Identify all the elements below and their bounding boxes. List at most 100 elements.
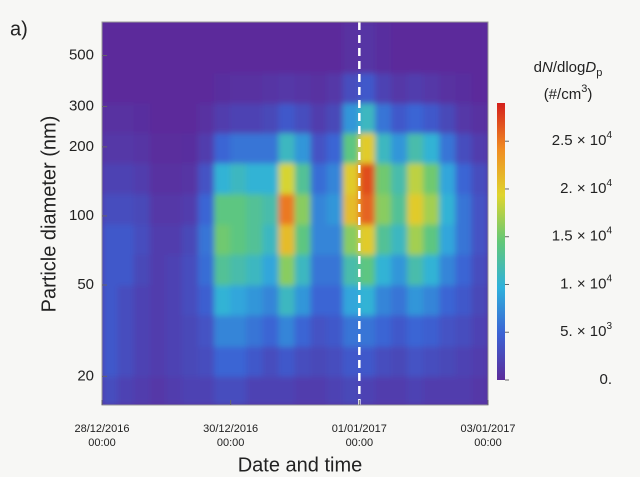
heatmap-cell bbox=[165, 193, 183, 225]
heatmap-cell bbox=[374, 223, 392, 255]
heatmap-cell bbox=[246, 72, 264, 104]
x-tick-label: 28/12/2016 00:00 bbox=[74, 423, 129, 449]
heatmap-cell bbox=[198, 253, 216, 286]
heatmap-cell bbox=[310, 314, 328, 347]
heatmap-cell bbox=[391, 193, 409, 225]
colorbar-tick-exponent: 3 bbox=[606, 321, 612, 332]
heatmap-cell bbox=[262, 223, 280, 255]
heatmap-cell bbox=[358, 132, 376, 164]
heatmap-cell bbox=[102, 193, 119, 225]
heatmap-cell bbox=[391, 72, 409, 104]
heatmap-cell bbox=[198, 193, 216, 225]
heatmap-cell bbox=[262, 253, 280, 286]
heatmap-cell bbox=[423, 162, 441, 195]
heatmap-cell bbox=[149, 22, 167, 74]
heatmap-cell bbox=[230, 193, 248, 225]
heatmap-cell bbox=[278, 223, 296, 255]
heatmap-cell bbox=[149, 253, 167, 286]
heatmap-cell bbox=[198, 162, 216, 195]
heatmap-cell bbox=[342, 314, 360, 347]
heatmap-cell bbox=[358, 314, 376, 347]
heatmap-cell bbox=[181, 375, 199, 405]
heatmap-cell bbox=[133, 284, 151, 316]
heatmap-cell bbox=[439, 345, 457, 377]
heatmap-cell bbox=[102, 72, 119, 104]
heatmap-cell bbox=[165, 375, 183, 405]
heatmap-cell bbox=[230, 162, 248, 195]
colorbar-tick-label: 2. × 104 bbox=[560, 178, 612, 197]
heatmap-cell bbox=[407, 193, 425, 225]
heatmap-cell bbox=[230, 22, 248, 74]
heatmap-cell bbox=[439, 72, 457, 104]
heatmap-cell bbox=[391, 314, 409, 347]
heatmap-cell bbox=[294, 345, 312, 377]
heatmap-cell bbox=[230, 223, 248, 255]
heatmap-cell bbox=[149, 132, 167, 164]
y-tick-label: 300 bbox=[69, 97, 94, 114]
heatmap-cell bbox=[294, 193, 312, 225]
colorbar-tick-label: 5. × 103 bbox=[560, 321, 612, 340]
heatmap-cell bbox=[102, 132, 119, 164]
heatmap-cell bbox=[358, 72, 376, 104]
colorbar-title-part: N bbox=[542, 59, 553, 76]
heatmap-cell bbox=[117, 284, 135, 316]
heatmap-cell bbox=[439, 284, 457, 316]
heatmap-cell bbox=[117, 375, 135, 405]
heatmap-cell bbox=[455, 132, 473, 164]
heatmap-cell bbox=[374, 284, 392, 316]
heatmap-cell bbox=[310, 162, 328, 195]
heatmap-cell bbox=[342, 132, 360, 164]
heatmap-cell bbox=[455, 22, 473, 74]
heatmap-cell bbox=[246, 345, 264, 377]
heatmap-cell bbox=[262, 345, 280, 377]
heatmap-cell bbox=[423, 345, 441, 377]
heatmap-cell bbox=[102, 253, 119, 286]
heatmap-cell bbox=[165, 72, 183, 104]
heatmap-cell bbox=[165, 223, 183, 255]
heatmap-cell bbox=[133, 223, 151, 255]
heatmap-cell bbox=[326, 22, 344, 74]
heatmap-cell bbox=[407, 72, 425, 104]
heatmap-cell bbox=[149, 345, 167, 377]
heatmap-cell bbox=[407, 345, 425, 377]
heatmap-cell bbox=[102, 223, 119, 255]
heatmap-cell bbox=[358, 162, 376, 195]
heatmap-cell bbox=[326, 72, 344, 104]
y-axis-label: Particle diameter (nm) bbox=[38, 116, 60, 313]
heatmap-cell bbox=[117, 72, 135, 104]
heatmap-cell bbox=[165, 132, 183, 164]
heatmap-cell bbox=[374, 375, 392, 405]
heatmap-cell bbox=[342, 284, 360, 316]
heatmap-cell bbox=[439, 223, 457, 255]
panel-label: a) bbox=[10, 18, 28, 40]
heatmap-cell bbox=[133, 132, 151, 164]
heatmap-cell bbox=[471, 284, 488, 316]
y-tick-label: 50 bbox=[77, 276, 94, 293]
heatmap-cell bbox=[117, 102, 135, 134]
heatmap-cell bbox=[133, 253, 151, 286]
heatmap-cell bbox=[310, 132, 328, 164]
heatmap-cell bbox=[391, 102, 409, 134]
heatmap-cell bbox=[165, 22, 183, 74]
heatmap-cell bbox=[246, 162, 264, 195]
colorbar-tick-exponent: 4 bbox=[606, 178, 612, 189]
heatmap-cell bbox=[455, 284, 473, 316]
heatmap-cell bbox=[455, 253, 473, 286]
colorbar-title-part: 3 bbox=[581, 83, 587, 95]
heatmap-cell bbox=[294, 284, 312, 316]
heatmap-cell bbox=[278, 375, 296, 405]
y-tick-label: 500 bbox=[69, 47, 94, 64]
heatmap-cell bbox=[358, 253, 376, 286]
heatmap-cell bbox=[326, 193, 344, 225]
heatmap-cell bbox=[214, 193, 232, 225]
heatmap-cell bbox=[407, 132, 425, 164]
heatmap-cell bbox=[471, 22, 488, 74]
heatmap-cell bbox=[117, 22, 135, 74]
heatmap-cell bbox=[407, 284, 425, 316]
heatmap-cell bbox=[374, 22, 392, 74]
colorbar-tick-label: 0. bbox=[599, 371, 612, 388]
colorbar-title-part: d bbox=[534, 59, 542, 76]
heatmap-cell bbox=[181, 162, 199, 195]
heatmap-cell bbox=[181, 345, 199, 377]
heatmap-cell bbox=[358, 102, 376, 134]
